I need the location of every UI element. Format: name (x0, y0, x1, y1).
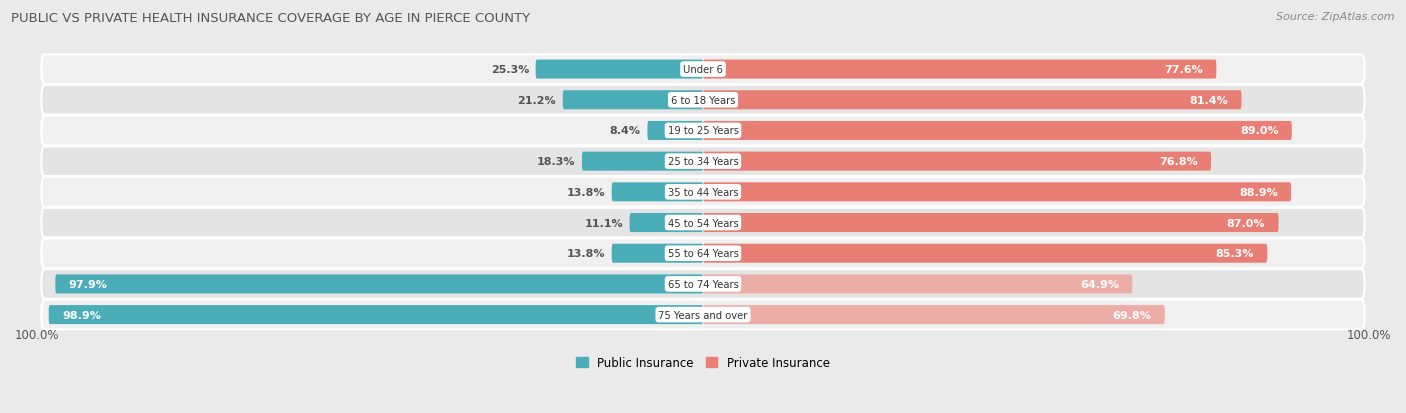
Text: 77.6%: 77.6% (1164, 65, 1204, 75)
Text: Under 6: Under 6 (683, 65, 723, 75)
FancyBboxPatch shape (703, 60, 1216, 79)
Text: 76.8%: 76.8% (1159, 157, 1198, 167)
Text: PUBLIC VS PRIVATE HEALTH INSURANCE COVERAGE BY AGE IN PIERCE COUNTY: PUBLIC VS PRIVATE HEALTH INSURANCE COVER… (11, 12, 530, 25)
FancyBboxPatch shape (703, 244, 1267, 263)
Text: 35 to 44 Years: 35 to 44 Years (668, 188, 738, 197)
Text: 45 to 54 Years: 45 to 54 Years (668, 218, 738, 228)
Text: 87.0%: 87.0% (1227, 218, 1265, 228)
FancyBboxPatch shape (41, 116, 1365, 146)
FancyBboxPatch shape (703, 91, 1241, 110)
FancyBboxPatch shape (703, 275, 1132, 294)
FancyBboxPatch shape (703, 305, 1164, 324)
Text: 97.9%: 97.9% (69, 279, 107, 289)
FancyBboxPatch shape (41, 86, 1365, 115)
FancyBboxPatch shape (630, 214, 703, 233)
Text: Source: ZipAtlas.com: Source: ZipAtlas.com (1277, 12, 1395, 22)
Text: 100.0%: 100.0% (1347, 328, 1391, 341)
FancyBboxPatch shape (703, 152, 1211, 171)
FancyBboxPatch shape (582, 152, 703, 171)
Text: 64.9%: 64.9% (1080, 279, 1119, 289)
FancyBboxPatch shape (612, 183, 703, 202)
Text: 13.8%: 13.8% (567, 249, 605, 259)
FancyBboxPatch shape (41, 300, 1365, 330)
Text: 65 to 74 Years: 65 to 74 Years (668, 279, 738, 289)
Text: 98.9%: 98.9% (62, 310, 101, 320)
Text: 8.4%: 8.4% (610, 126, 641, 136)
Text: 19 to 25 Years: 19 to 25 Years (668, 126, 738, 136)
FancyBboxPatch shape (41, 147, 1365, 176)
FancyBboxPatch shape (41, 208, 1365, 237)
Text: 89.0%: 89.0% (1240, 126, 1278, 136)
Text: 69.8%: 69.8% (1112, 310, 1152, 320)
FancyBboxPatch shape (647, 122, 703, 140)
FancyBboxPatch shape (41, 55, 1365, 85)
Legend: Public Insurance, Private Insurance: Public Insurance, Private Insurance (576, 356, 830, 369)
FancyBboxPatch shape (536, 60, 703, 79)
Text: 81.4%: 81.4% (1189, 95, 1229, 105)
FancyBboxPatch shape (703, 214, 1278, 233)
Text: 21.2%: 21.2% (517, 95, 557, 105)
FancyBboxPatch shape (562, 91, 703, 110)
FancyBboxPatch shape (49, 305, 703, 324)
Text: 55 to 64 Years: 55 to 64 Years (668, 249, 738, 259)
Text: 88.9%: 88.9% (1239, 188, 1278, 197)
Text: 75 Years and over: 75 Years and over (658, 310, 748, 320)
Text: 11.1%: 11.1% (585, 218, 623, 228)
Text: 18.3%: 18.3% (537, 157, 575, 167)
Text: 6 to 18 Years: 6 to 18 Years (671, 95, 735, 105)
FancyBboxPatch shape (612, 244, 703, 263)
FancyBboxPatch shape (703, 183, 1291, 202)
Text: 25.3%: 25.3% (491, 65, 529, 75)
FancyBboxPatch shape (55, 275, 703, 294)
Text: 13.8%: 13.8% (567, 188, 605, 197)
Text: 100.0%: 100.0% (15, 328, 59, 341)
Text: 85.3%: 85.3% (1216, 249, 1254, 259)
Text: 25 to 34 Years: 25 to 34 Years (668, 157, 738, 167)
FancyBboxPatch shape (703, 122, 1292, 140)
FancyBboxPatch shape (41, 239, 1365, 268)
FancyBboxPatch shape (41, 178, 1365, 207)
FancyBboxPatch shape (41, 270, 1365, 299)
